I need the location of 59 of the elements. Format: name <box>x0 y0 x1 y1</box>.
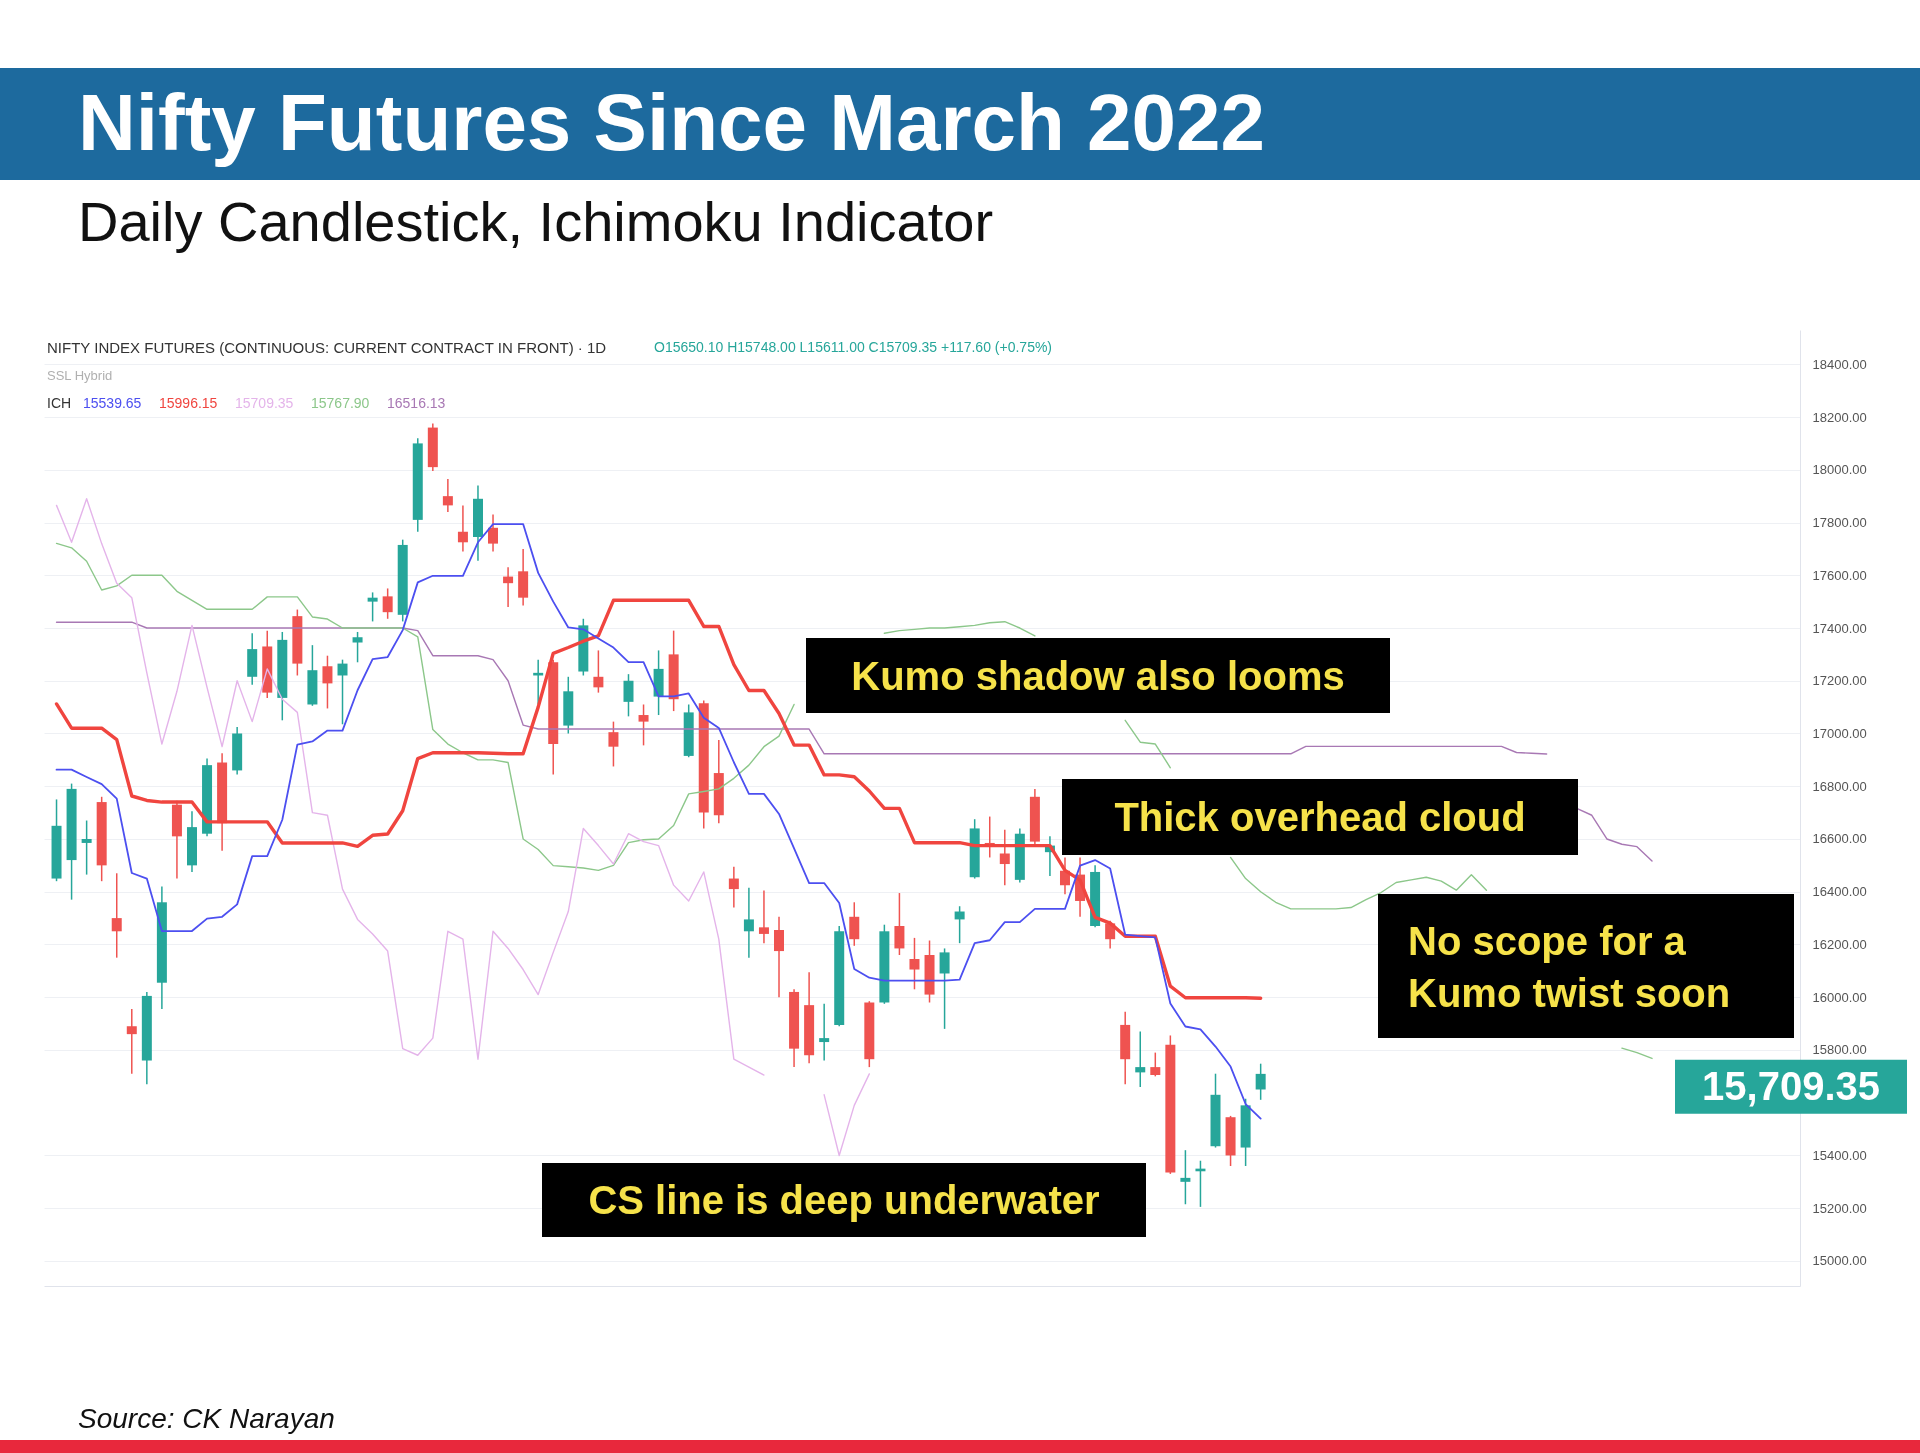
candlestick <box>1180 1149 1191 1205</box>
y-tick-label: 15800.00 <box>1812 1042 1867 1058</box>
candlestick <box>608 720 619 768</box>
y-tick-label: 16200.00 <box>1812 936 1867 952</box>
candlestick <box>909 937 920 991</box>
y-tick-label: 16400.00 <box>1812 884 1867 900</box>
candlestick <box>758 889 769 944</box>
y-tick-label: 18200.00 <box>1812 409 1867 425</box>
candlestick <box>1255 1062 1266 1101</box>
candlestick <box>488 513 499 553</box>
candlestick <box>623 673 634 718</box>
annotation: 15,709.35 <box>1702 1063 1880 1108</box>
candlestick <box>1135 1030 1146 1088</box>
y-tick-label: 15200.00 <box>1812 1200 1867 1216</box>
candlestick <box>999 829 1010 886</box>
candlestick <box>743 887 754 959</box>
candlestick <box>638 703 649 747</box>
y-tick-label: 18400.00 <box>1812 356 1867 372</box>
annotation: SSL Hybrid <box>47 368 113 383</box>
candlestick <box>352 631 363 664</box>
annotation: NIFTY INDEX FUTURES (CONTINUOUS: CURRENT CONTRACT IN FRONT) · 1D <box>47 339 607 356</box>
candlestick <box>503 566 514 608</box>
candlestick <box>367 591 378 623</box>
candlestick <box>81 819 92 876</box>
annotation: CS line is deep underwater <box>588 1178 1100 1222</box>
candlestick <box>849 901 860 947</box>
y-tick-label: 17200.00 <box>1812 673 1867 689</box>
chart-subtitle: Daily Candlestick, Ichimoku Indicator <box>78 190 994 253</box>
candlestick <box>457 504 468 553</box>
y-tick-label: 17400.00 <box>1812 620 1867 636</box>
annotation: Kumo shadow also looms <box>851 653 1345 698</box>
annotation: O15650.10 H15748.00 L15611.00 C15709.35 +117.60 (+0.75%) <box>654 339 1053 355</box>
y-tick-label: 18000.00 <box>1812 462 1867 478</box>
y-tick-label: 17000.00 <box>1812 726 1867 741</box>
candlestick <box>322 654 333 710</box>
candlestick <box>442 478 453 513</box>
candlestick <box>939 947 950 1030</box>
source-note: Source: CK Narayan <box>78 1403 335 1434</box>
y-tick-label: 15000.00 <box>1812 1253 1867 1269</box>
annotation: Thick overhead cloud <box>1114 795 1526 839</box>
y-tick-label: 17800.00 <box>1812 515 1867 531</box>
candlestick <box>126 1008 137 1075</box>
annotation: No scope for a Kumo twist soon <box>1408 919 1731 1015</box>
y-tick-label: 16000.00 <box>1812 989 1867 1005</box>
candlestick <box>819 1003 830 1062</box>
candlestick <box>774 916 785 998</box>
y-tick-label: 16600.00 <box>1812 831 1867 847</box>
y-tick-label: 16800.00 <box>1812 778 1867 794</box>
chart-title: Nifty Futures Since March 2022 <box>78 78 1266 167</box>
candlestick <box>111 872 122 959</box>
candlestick <box>593 649 604 694</box>
y-tick-label: 15400.00 <box>1812 1147 1867 1163</box>
text: ICH 15539.65 15996.15 15709.35 15767.90 16516.13 <box>47 395 446 411</box>
candlestick <box>337 658 348 726</box>
candlestick <box>382 587 393 620</box>
candlestick <box>1150 1051 1161 1078</box>
y-tick-label: 17600.00 <box>1812 567 1867 583</box>
candlestick <box>894 892 905 956</box>
candlestick <box>728 865 739 909</box>
